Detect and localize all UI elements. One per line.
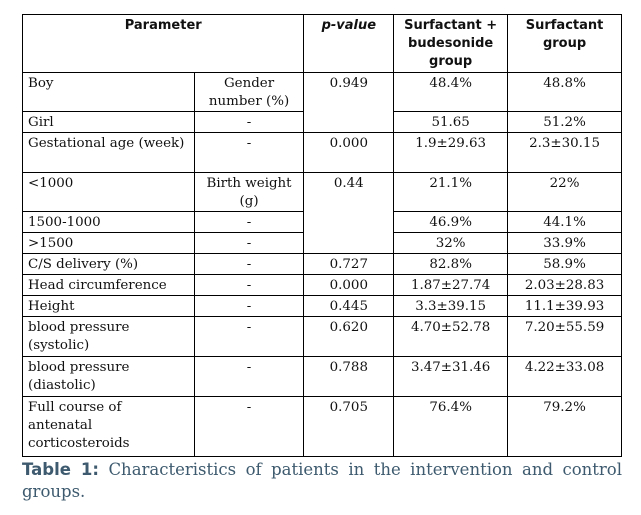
row-group2: 4.22±33.08: [507, 356, 622, 397]
row-sublabel: -: [193, 211, 305, 233]
row-sublabel: -: [193, 274, 305, 296]
caption-label: Table 1:: [22, 460, 99, 479]
row-group1: 48.4%: [393, 72, 509, 112]
row-group2: 51.2%: [507, 111, 622, 133]
row-group1: 51.65: [393, 111, 509, 133]
row-group1: 1.87±27.74: [393, 274, 509, 296]
row-sublabel: -: [193, 132, 305, 173]
row-sublabel: -: [193, 316, 305, 357]
row-group2: 22%: [507, 172, 622, 212]
row-label: C/S delivery (%): [22, 253, 195, 275]
row-label: Head circumference: [22, 274, 195, 296]
caption-text: Characteristics of patients in the inter…: [22, 460, 623, 501]
table-row: Full course of antenatal corticosteroids…: [22, 396, 622, 457]
row-group1: 82.8%: [393, 253, 509, 275]
table-row: Gestational age (week) - 0.000 1.9±29.63…: [22, 132, 622, 173]
row-label: Girl: [22, 111, 195, 133]
row-group1: 46.9%: [393, 211, 509, 233]
row-sublabel: Gender number (%): [193, 72, 305, 112]
table-row: blood pressure (diastolic) - 0.788 3.47±…: [22, 356, 622, 397]
table-row: <1000 Birth weight (g) 0.44 21.1% 22%: [22, 172, 622, 254]
row-sublabel: -: [193, 232, 305, 254]
row-pvalue: 0.000: [303, 132, 395, 173]
row-group1: 32%: [393, 232, 509, 254]
row-group2: 11.1±39.93: [507, 295, 622, 317]
header-group1: Surfactant + budesonide group: [393, 14, 509, 73]
row-sublabel: Birth weight (g): [193, 172, 305, 212]
table-row: Boy Gender number (%) 0.949 48.4% 48.8%: [22, 72, 622, 133]
row-label: blood pressure (systolic): [22, 316, 195, 357]
row-group1: 3.3±39.15: [393, 295, 509, 317]
row-label: Boy: [22, 72, 195, 112]
row-pvalue: 0.445: [303, 295, 395, 317]
table-row: Head circumference - 0.000 1.87±27.74 2.…: [22, 274, 622, 296]
row-sublabel: -: [193, 356, 305, 397]
row-pvalue: 0.44: [303, 172, 395, 254]
row-label: Full course of antenatal corticosteroids: [22, 396, 195, 457]
header-parameter: Parameter: [21, 14, 305, 73]
table-row: C/S delivery (%) - 0.727 82.8% 58.9%: [22, 253, 622, 275]
patient-characteristics-table: Parameter p-value Surfactant + budesonid…: [21, 14, 622, 457]
row-sublabel: -: [193, 253, 305, 275]
header-pvalue-text: p-value: [321, 18, 377, 33]
row-group2: 44.1%: [507, 211, 622, 233]
row-label: Gestational age (week): [22, 132, 195, 173]
row-group2: 58.9%: [507, 253, 622, 275]
table-row: blood pressure (systolic) - 0.620 4.70±5…: [22, 316, 622, 357]
row-group1: 3.47±31.46: [393, 356, 509, 397]
header-pvalue: p-value: [303, 14, 395, 73]
row-pvalue: 0.727: [303, 253, 395, 275]
row-group1: 76.4%: [393, 396, 509, 457]
table-row: Height - 0.445 3.3±39.15 11.1±39.93: [22, 295, 622, 317]
row-group2: 79.2%: [507, 396, 622, 457]
row-sublabel: -: [193, 111, 305, 133]
row-pvalue: 0.949: [303, 72, 395, 133]
table-row: >1500 - 32% 33.9%: [22, 232, 622, 254]
header-group2: Surfactant group: [507, 14, 622, 73]
row-label: blood pressure (diastolic): [22, 356, 195, 397]
row-pvalue: 0.000: [303, 274, 395, 296]
row-group2: 2.03±28.83: [507, 274, 622, 296]
row-sublabel: -: [193, 295, 305, 317]
row-group1: 4.70±52.78: [393, 316, 509, 357]
row-group2: 7.20±55.59: [507, 316, 622, 357]
header-row: Parameter p-value Surfactant + budesonid…: [21, 14, 622, 73]
row-label: <1000: [22, 172, 195, 212]
row-label: Height: [22, 295, 195, 317]
row-group2: 48.8%: [507, 72, 622, 112]
table-caption: Table 1: Characteristics of patients in …: [22, 459, 622, 503]
row-label: >1500: [22, 232, 195, 254]
row-pvalue: 0.788: [303, 356, 395, 397]
row-pvalue: 0.705: [303, 396, 395, 457]
row-group1: 21.1%: [393, 172, 509, 212]
row-sublabel: -: [193, 396, 305, 457]
row-group2: 2.3±30.15: [507, 132, 622, 173]
row-pvalue: 0.620: [303, 316, 395, 357]
row-group2: 33.9%: [507, 232, 622, 254]
row-label: 1500-1000: [22, 211, 195, 233]
row-group1: 1.9±29.63: [393, 132, 509, 173]
